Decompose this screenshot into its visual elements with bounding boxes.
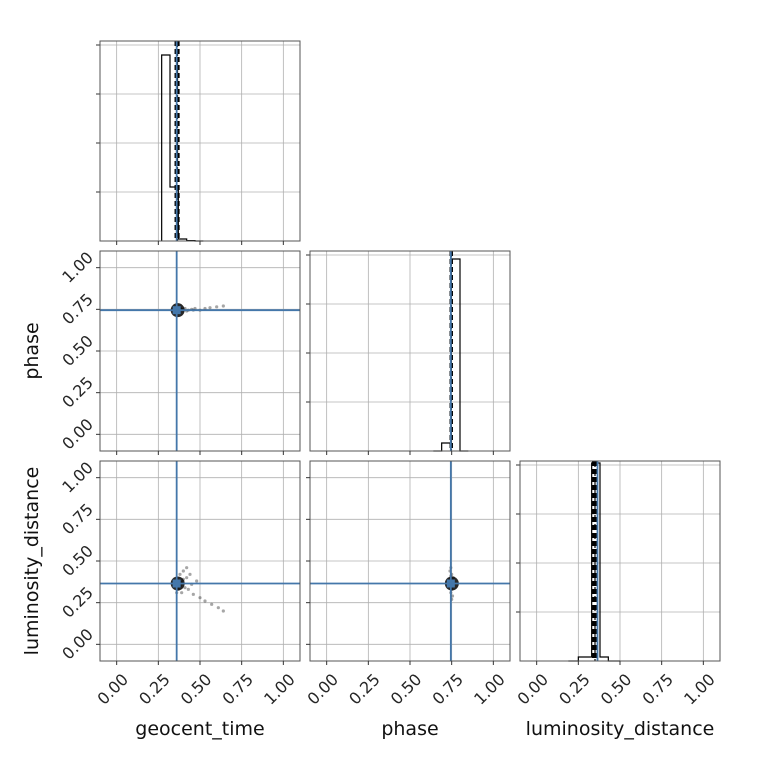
scatter-geocent-time-vs-luminosity-distance-sample-15	[210, 602, 214, 606]
scatter-geocent-time-vs-luminosity-distance-sample-6	[183, 586, 187, 590]
scatter-geocent-time-vs-phase-truth-marker	[172, 306, 181, 315]
scatter-geocent-time-vs-luminosity-distance-sample-17	[221, 609, 225, 613]
scatter-geocent-time-vs-luminosity-distance-sample-8	[186, 587, 190, 591]
xlabel-geocent-time: geocent_time	[135, 718, 264, 740]
xlabel-phase: phase	[381, 718, 438, 740]
scatter-geocent-time-vs-luminosity-distance-ytick-label-1: 0.25	[58, 583, 97, 622]
scatter-geocent-time-vs-phase-ytick-label-0: 0.00	[58, 415, 97, 454]
xlabel-luminosity-distance: luminosity_distance	[526, 718, 715, 740]
scatter-geocent-time-vs-luminosity-distance-sample-5	[181, 577, 185, 581]
scatter-geocent-time-vs-luminosity-distance-sample-21	[185, 566, 189, 570]
hist-luminosity-distance-xtick-label-3: 0.75	[638, 670, 677, 709]
scatter-geocent-time-vs-phase-sample-15	[215, 305, 219, 309]
scatter-geocent-time-vs-luminosity-distance-xtick-label-3: 0.75	[218, 670, 257, 709]
hist-luminosity-distance-xtick-label-1: 0.25	[555, 670, 594, 709]
scatter-phase-vs-luminosity-distance-xtick-label-2: 0.50	[387, 670, 426, 709]
scatter-geocent-time-vs-luminosity-distance-xtick-label-0: 0.00	[93, 670, 132, 709]
scatter-geocent-time-vs-luminosity-distance-ytick-label-2: 0.50	[58, 541, 97, 580]
scatter-geocent-time-vs-luminosity-distance-sample-20	[181, 569, 185, 573]
hist-luminosity-distance-xtick-label-2: 0.50	[597, 670, 636, 709]
scatter-geocent-time-vs-luminosity-distance-xtick-label-2: 0.50	[177, 670, 216, 709]
scatter-geocent-time-vs-phase-ytick-label-2: 0.50	[58, 331, 97, 370]
scatter-geocent-time-vs-luminosity-distance-sample-16	[216, 606, 220, 610]
scatter-phase-vs-luminosity-distance-xtick-label-0: 0.00	[303, 670, 342, 709]
scatter-geocent-time-vs-luminosity-distance-ytick-label-0: 0.00	[58, 625, 97, 664]
scatter-phase-vs-luminosity-distance-xtick-label-3: 0.75	[428, 670, 467, 709]
ylabel-phase: phase	[21, 322, 43, 379]
scatter-geocent-time-vs-luminosity-distance-sample-12	[195, 579, 199, 583]
scatter-geocent-time-vs-luminosity-distance-sample-14	[203, 599, 207, 603]
scatter-geocent-time-vs-luminosity-distance-sample-19	[178, 572, 182, 576]
scatter-geocent-time-vs-luminosity-distance-sample-11	[191, 592, 195, 596]
scatter-phase-vs-luminosity-distance-truth-marker	[446, 579, 455, 588]
scatter-geocent-time-vs-luminosity-distance-xtick-label-1: 0.25	[135, 670, 174, 709]
scatter-geocent-time-vs-luminosity-distance-sample-13	[198, 596, 202, 600]
scatter-geocent-time-vs-luminosity-distance-sample-9	[188, 572, 192, 576]
ylabel-luminosity-distance: luminosity_distance	[21, 467, 43, 656]
scatter-geocent-time-vs-phase-ytick-label-4: 1.00	[58, 248, 97, 287]
scatter-phase-vs-luminosity-distance-sample-13	[451, 576, 455, 580]
scatter-geocent-time-vs-luminosity-distance-xtick-label-4: 1.00	[260, 670, 299, 709]
hist-luminosity-distance-xtick-label-0: 0.00	[513, 670, 552, 709]
scatter-geocent-time-vs-luminosity-distance-truth-marker	[172, 579, 181, 588]
scatter-geocent-time-vs-phase-ytick-label-1: 0.25	[58, 373, 97, 412]
scatter-geocent-time-vs-luminosity-distance-sample-7	[185, 576, 189, 580]
scatter-geocent-time-vs-luminosity-distance-sample-23	[180, 591, 184, 595]
scatter-geocent-time-vs-phase-sample-16	[221, 304, 225, 308]
hist-luminosity-distance-xtick-label-4: 1.00	[680, 670, 719, 709]
scatter-phase-vs-luminosity-distance-xtick-label-4: 1.00	[470, 670, 509, 709]
scatter-geocent-time-vs-phase-sample-14	[208, 306, 212, 310]
scatter-geocent-time-vs-phase-ytick-label-3: 0.75	[58, 290, 97, 329]
scatter-geocent-time-vs-luminosity-distance-ytick-label-4: 1.00	[58, 458, 97, 497]
scatter-geocent-time-vs-luminosity-distance-ytick-label-3: 0.75	[58, 500, 97, 539]
scatter-phase-vs-luminosity-distance-xtick-label-1: 0.25	[345, 670, 384, 709]
